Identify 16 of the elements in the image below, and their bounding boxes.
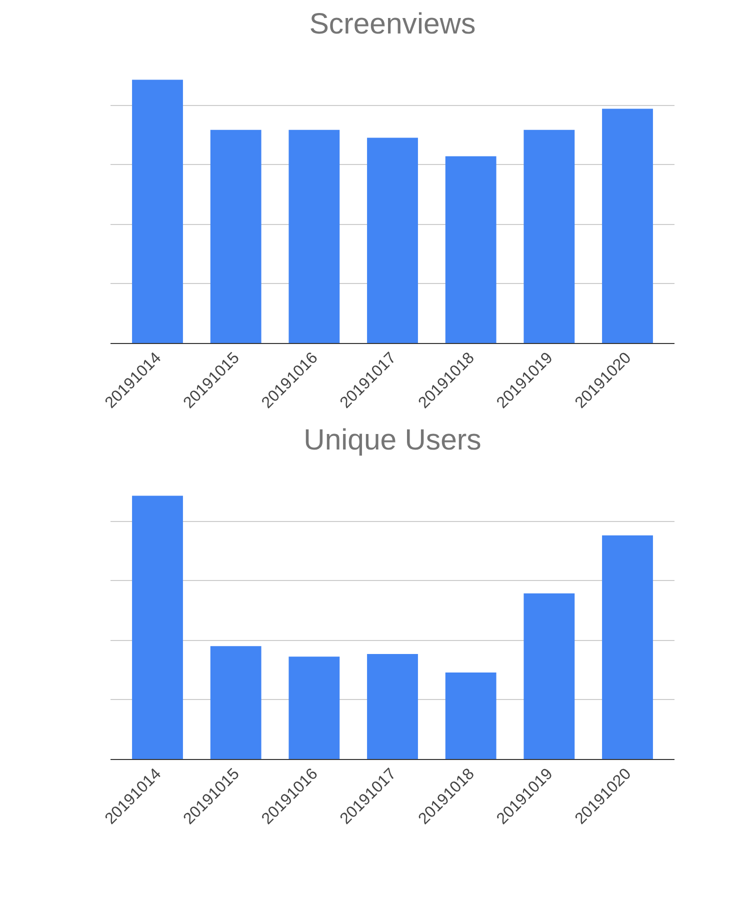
bar	[288, 130, 340, 344]
bar	[132, 496, 183, 760]
bar	[210, 646, 262, 760]
bar	[132, 80, 183, 344]
chart-title: Screenviews	[309, 8, 476, 40]
bar	[367, 654, 418, 760]
bar	[602, 535, 653, 760]
bar	[524, 130, 575, 344]
bar	[288, 656, 340, 760]
bar	[210, 130, 262, 344]
bar	[367, 138, 418, 344]
bar	[524, 593, 575, 760]
chart-title: Unique Users	[304, 424, 482, 456]
bar	[445, 672, 496, 760]
bar	[445, 156, 496, 344]
bar	[602, 108, 653, 344]
